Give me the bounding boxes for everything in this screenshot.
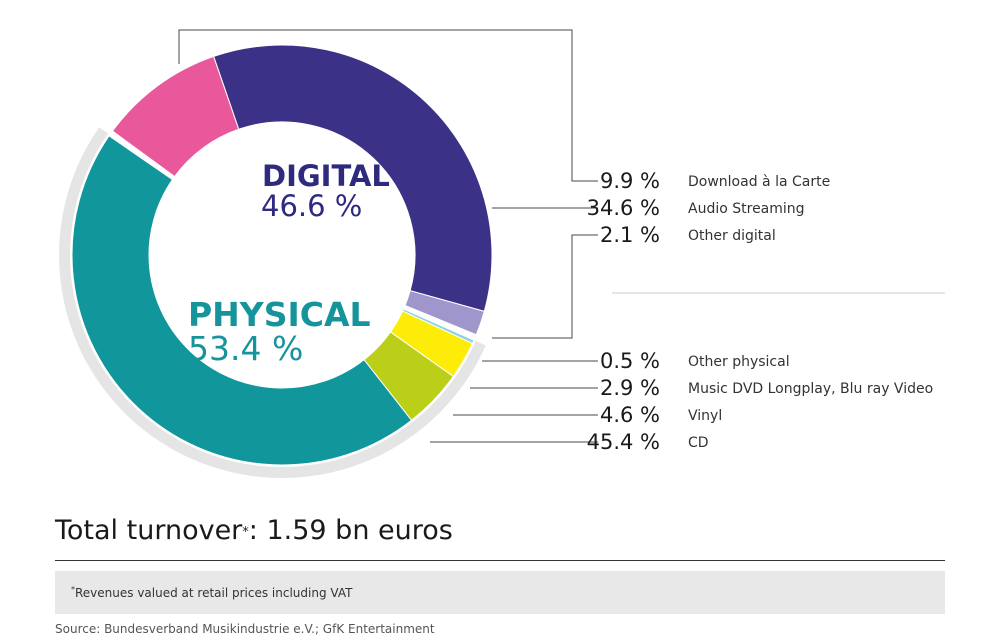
source-note: Source: Bundesverband Musikindustrie e.V…: [55, 622, 435, 636]
legend-row-vinyl: 4.6 % Vinyl: [560, 403, 980, 427]
total-value: : 1.59 bn euros: [248, 515, 453, 546]
total-divider: [55, 560, 945, 561]
leader-line: [492, 234, 598, 339]
legend-value: 45.4 %: [586, 430, 660, 454]
digital-group-percent: 46.6 %: [261, 189, 363, 223]
total-label: Total turnover: [55, 515, 243, 546]
physical-group-label: PHYSICAL: [188, 295, 371, 334]
legend-label: Music DVD Longplay, Blu ray Video: [688, 381, 934, 397]
legend-row-other-physical: 0.5 % Other physical: [560, 349, 980, 373]
legend-row-download: 9.9 % Download à la Carte: [560, 169, 980, 193]
legend-label: Other digital: [688, 228, 776, 244]
leader-line: [178, 29, 598, 182]
legend-label: Audio Streaming: [688, 201, 805, 217]
legend-label: Other physical: [688, 354, 790, 370]
donut-segment: [212, 44, 493, 312]
footnote-marker: *: [71, 585, 75, 594]
legend-row-other-digital: 2.1 % Other digital: [560, 223, 980, 247]
footnote-box: *Revenues valued at retail prices includ…: [55, 571, 945, 614]
total-footnote-marker: *: [242, 525, 249, 540]
legend-value: 0.5 %: [599, 349, 660, 373]
donut-segment: [404, 290, 485, 336]
legend-value: 2.1 %: [599, 223, 660, 247]
digital-group-label: DIGITAL: [262, 159, 390, 193]
legend-value: 34.6 %: [586, 196, 660, 220]
legend-label: CD: [688, 435, 709, 451]
legend-value: 4.6 %: [599, 403, 660, 427]
legend-row-cd: 45.4 % CD: [560, 430, 980, 454]
donut-segments: [71, 44, 493, 466]
physical-group-percent: 53.4 %: [188, 329, 304, 368]
leader-lines: [178, 29, 598, 443]
footnote-text: *Revenues valued at retail prices includ…: [71, 585, 352, 600]
footnote-body: Revenues valued at retail prices includi…: [75, 586, 353, 600]
legend-value: 9.9 %: [599, 169, 660, 193]
donut-segment: [111, 55, 240, 178]
legend-value: 2.9 %: [599, 376, 660, 400]
total-turnover: Total turnover*: 1.59 bn euros: [55, 514, 453, 548]
legend-label: Download à la Carte: [688, 174, 831, 190]
legend-label: Vinyl: [688, 408, 723, 424]
legend-row-music-dvd: 2.9 % Music DVD Longplay, Blu ray Video: [560, 376, 980, 400]
donut-segment: [71, 135, 413, 466]
legend-row-audio-streaming: 34.6 % Audio Streaming: [560, 196, 980, 220]
